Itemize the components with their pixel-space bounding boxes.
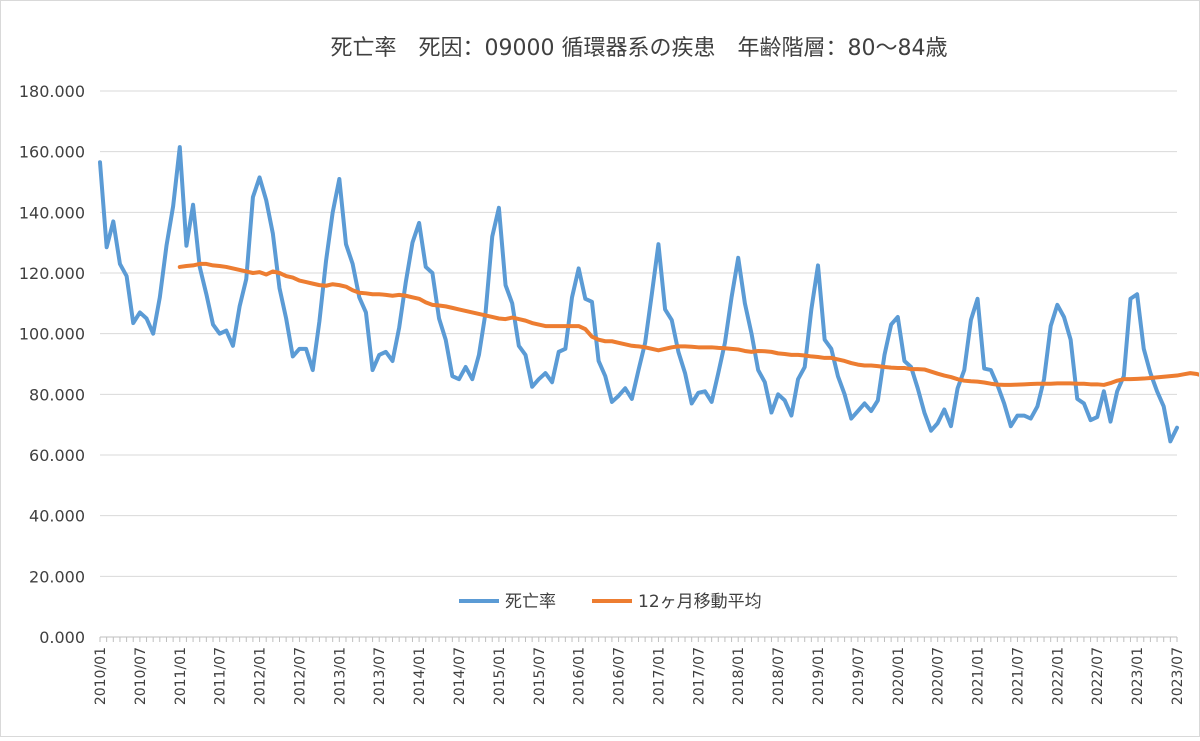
x-tick-label: 2023/01 <box>1130 647 1146 705</box>
x-tick-label: 2021/01 <box>971 647 987 705</box>
x-tick-label: 2016/07 <box>612 647 628 705</box>
x-tick-label: 2023/07 <box>1170 647 1186 705</box>
x-tick-label: 2020/01 <box>891 647 907 705</box>
y-tick-label: 40.000 <box>29 507 85 526</box>
x-tick-label: 2018/01 <box>731 647 747 705</box>
y-tick-label: 60.000 <box>29 446 85 465</box>
x-tick-label: 2011/01 <box>173 647 189 705</box>
y-tick-label: 140.000 <box>19 203 85 222</box>
x-tick-label: 2012/01 <box>253 647 269 705</box>
x-axis: 2010/01 2010/07 2011/01 2011/07 2012/01 2012/… <box>93 636 1186 705</box>
x-tick-label: 2014/07 <box>452 647 468 705</box>
x-tick-label: 2018/07 <box>771 647 787 705</box>
series-line-moving-average <box>177 261 1200 387</box>
y-tick-label: 20.000 <box>29 567 85 586</box>
x-tick-label: 2013/07 <box>372 647 388 705</box>
x-tick-label: 2021/07 <box>1010 647 1026 705</box>
y-tick-label: 160.000 <box>19 143 85 162</box>
x-tick-label: 2014/01 <box>412 647 428 705</box>
x-tick-label: 2020/07 <box>931 647 947 705</box>
x-tick-label: 2010/07 <box>133 647 149 705</box>
y-tick-label: 180.000 <box>19 82 85 101</box>
y-tick-label: 120.000 <box>19 264 85 283</box>
y-tick-label: 0.000 <box>39 628 85 647</box>
x-tick-label: 2015/07 <box>532 647 548 705</box>
x-tick-label: 2022/07 <box>1090 647 1106 705</box>
x-tick-label: 2012/07 <box>292 647 308 705</box>
y-axis-ticks: 0.000 20.000 40.000 60.000 80.000 100.000 120.… <box>19 82 85 647</box>
series-line-death-rate <box>98 145 1179 444</box>
x-tick-label: 2015/01 <box>492 647 508 705</box>
x-tick-label: 2022/01 <box>1050 647 1066 705</box>
legend-label-moving-average: 12ヶ月移動平均 <box>638 592 762 612</box>
y-tick-label: 80.000 <box>29 385 85 404</box>
x-tick-label: 2019/01 <box>811 647 827 705</box>
series-lines <box>98 145 1200 444</box>
x-tick-label: 2010/01 <box>93 647 109 705</box>
x-tick-label: 2017/07 <box>691 647 707 705</box>
chart-title: 死亡率 死因：09000 循環器系の疾患 年齢階層：80～84歳 <box>331 36 948 61</box>
gridlines <box>100 90 1177 577</box>
x-tick-label: 2013/01 <box>332 647 348 705</box>
legend: 死亡率 12ヶ月移動平均 <box>459 592 762 612</box>
x-tick-label: 2017/01 <box>651 647 667 705</box>
x-tick-label: 2016/01 <box>572 647 588 705</box>
x-tick-label: 2011/07 <box>213 647 229 705</box>
y-tick-label: 100.000 <box>19 325 85 344</box>
legend-label-death-rate: 死亡率 <box>505 592 556 612</box>
x-tick-label: 2019/07 <box>851 647 867 705</box>
